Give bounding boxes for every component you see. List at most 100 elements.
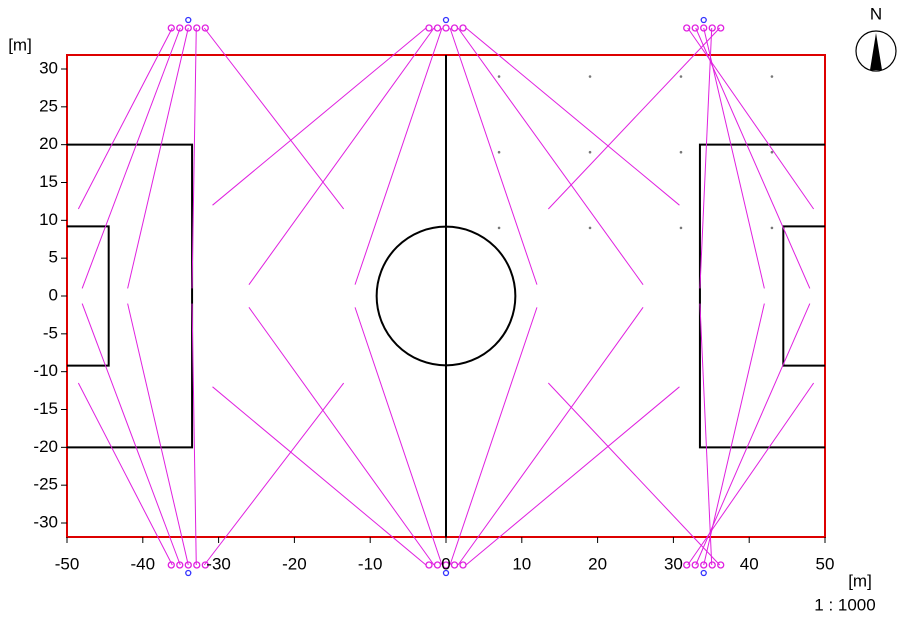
grid-point <box>679 226 683 230</box>
y-tick-label: 15 <box>39 172 58 191</box>
x-tick-label: 40 <box>740 554 759 573</box>
luminaire <box>700 561 708 569</box>
aim-line <box>212 27 427 206</box>
grid-point <box>588 226 592 230</box>
pole <box>442 16 450 24</box>
y-tick-label: 25 <box>39 96 58 115</box>
luminaire <box>450 24 459 32</box>
aim-line <box>457 27 644 285</box>
luminaire <box>708 24 716 32</box>
grid-point <box>497 75 501 78</box>
aim-line <box>77 382 173 566</box>
luminaire <box>176 24 184 32</box>
pole <box>700 16 707 24</box>
aim-line <box>127 303 189 566</box>
aim-line <box>703 27 765 289</box>
y-tick-label: 10 <box>39 210 58 229</box>
aim-line <box>81 27 181 289</box>
aim-line <box>203 27 345 210</box>
north-arrow <box>870 33 882 70</box>
grid-point <box>588 75 592 78</box>
grid-point <box>770 75 774 78</box>
aim-line <box>212 386 427 566</box>
luminaire <box>184 24 192 32</box>
aim-line <box>547 27 721 210</box>
goal-box <box>782 225 825 367</box>
x-unit: [m] <box>848 571 872 590</box>
aim-line <box>127 27 189 289</box>
luminaire <box>691 24 699 32</box>
aim-line <box>191 27 197 289</box>
x-tick-label: 30 <box>664 554 683 573</box>
aim-line <box>695 27 811 289</box>
pole <box>442 569 450 577</box>
x-tick-label: -50 <box>55 554 80 573</box>
luminaire <box>167 561 175 569</box>
y-tick-label: -15 <box>33 399 58 418</box>
luminaire <box>193 561 201 569</box>
y-tick-label: -25 <box>33 475 58 494</box>
pole <box>700 569 707 577</box>
luminaire <box>691 561 699 569</box>
luminaire <box>425 24 433 32</box>
x-tick-label: 20 <box>588 554 607 573</box>
aim-line <box>203 382 345 566</box>
luminaire <box>193 24 201 32</box>
penalty-box <box>698 143 825 449</box>
luminaire <box>184 561 192 569</box>
aim-line <box>191 303 197 566</box>
x-tick-label: -40 <box>131 554 156 573</box>
y-tick-label: 20 <box>39 134 58 153</box>
aim-line <box>449 307 538 566</box>
x-tick-label: 10 <box>512 554 531 573</box>
y-tick-label: 30 <box>39 58 58 77</box>
grid-point <box>497 150 501 154</box>
aim-line <box>465 386 680 566</box>
aim-line <box>699 27 713 289</box>
grid-point <box>770 150 774 154</box>
luminaire <box>708 561 716 569</box>
luminaire <box>717 561 725 569</box>
y-tick-label: -30 <box>33 512 58 531</box>
x-tick-label: 50 <box>816 554 835 573</box>
luminaire <box>442 24 450 32</box>
x-tick-label: -20 <box>282 554 307 573</box>
aim-line <box>699 303 713 566</box>
luminaire <box>450 561 459 569</box>
y-tick-label: 0 <box>49 285 58 304</box>
luminaire <box>167 24 175 32</box>
luminaire <box>442 561 450 569</box>
luminaire <box>433 24 442 32</box>
luminaire <box>683 24 691 32</box>
pole <box>185 16 192 24</box>
y-unit: [m] <box>8 35 32 54</box>
aim-line <box>354 27 443 285</box>
aim-line <box>695 303 811 566</box>
compass <box>855 30 897 72</box>
luminaire <box>433 561 442 569</box>
penalty-box <box>67 143 194 449</box>
y-tick-label: -20 <box>33 437 58 456</box>
pole <box>185 569 192 577</box>
luminaire <box>201 24 209 32</box>
grid-point <box>679 75 683 78</box>
y-tick-label: -5 <box>43 323 58 342</box>
luminaire <box>425 561 433 569</box>
x-tick-label: 0 <box>441 554 450 573</box>
grid-point <box>588 150 592 154</box>
aim-line <box>457 307 644 566</box>
x-tick-label: -30 <box>206 554 231 573</box>
aim-line <box>465 27 680 206</box>
y-tick-label: 5 <box>49 248 58 267</box>
aim-line <box>77 27 173 210</box>
aim-line <box>248 27 435 285</box>
grid-point <box>770 226 774 230</box>
luminaire <box>683 561 691 569</box>
y-tick-label: -10 <box>33 361 58 380</box>
luminaire <box>176 561 184 569</box>
aim-line <box>703 303 765 566</box>
north-label: N <box>870 4 882 23</box>
grid-point <box>497 226 501 230</box>
